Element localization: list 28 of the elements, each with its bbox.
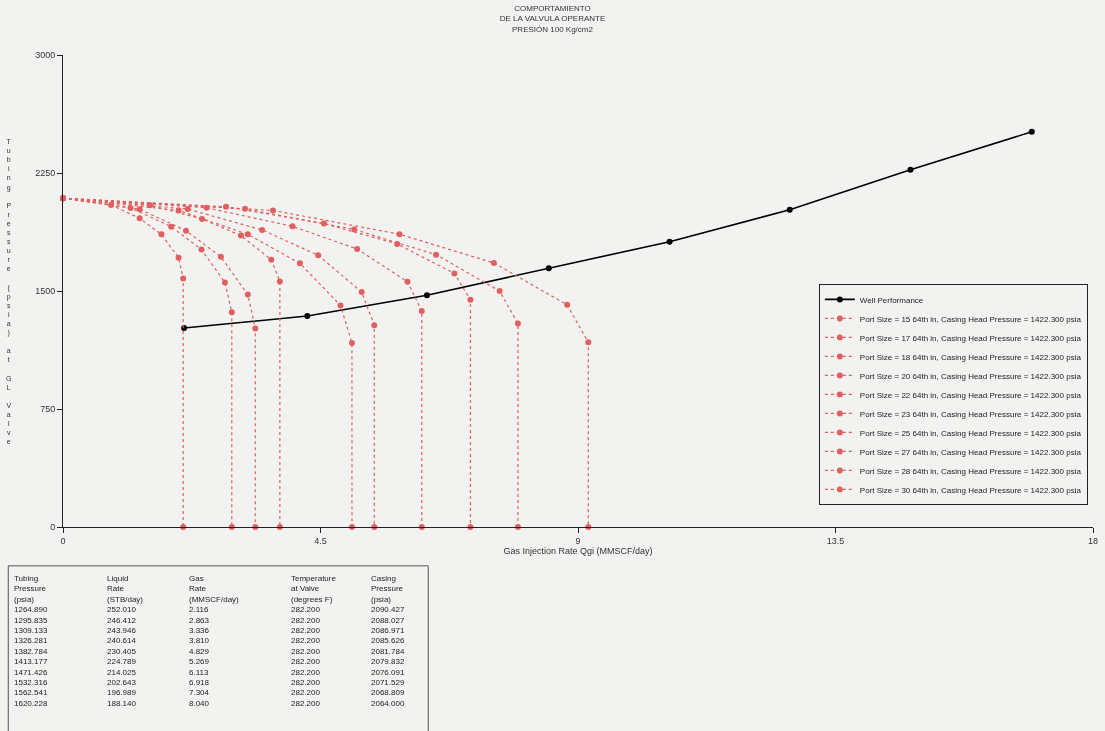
x-tick-label: 18	[1087, 535, 1099, 546]
text: Temperature at Valve (degrees F) 282.200 282.200 282.200 282.200 282.200 282.200 282.200 282.200 282.200 282.200	[291, 574, 336, 708]
legend-label: Well Performance	[859, 295, 924, 305]
x-tick-label: 0	[60, 535, 66, 546]
text: Gas Rate (MMSCF/day) 2.116 2.863 3.336 3.810 4.829 5.269 6.113 6.918 7.304 8.040	[189, 574, 239, 708]
legend-label: Port Size = 15 64th in, Casing Head Pressure = 1422.300 psia	[859, 314, 1082, 324]
legend-label: Port Size = 17 64th in, Casing Head Pressure = 1422.300 psia	[859, 333, 1082, 343]
legend-label: Port Size = 27 64th in, Casing Head Pressure = 1422.300 psia	[859, 447, 1082, 457]
text: Liquid Rate (STB/day) 252.010 246.412 243.946 240.614 230.405 224.789 214.025 202.643 196.989 188.140	[107, 574, 144, 708]
x-tick-label: 9	[575, 535, 581, 546]
y-tick-label: 3000	[35, 50, 56, 61]
x-axis-title: Gas Injection Rate Qgi (MMSCF/day)	[503, 545, 653, 556]
legend-label: Port Size = 30 64th in, Casing Head Pressure = 1422.300 psia	[859, 485, 1082, 495]
y-tick-label: 1500	[35, 286, 56, 297]
x-tick-label: 13.5	[826, 535, 845, 546]
text: Tubing Pressure (psia) 1264.890 1295.835 1309.133 1326.281 1382.784 1413.177 1471.426 1532.316 1562.541 1620.228	[14, 574, 48, 708]
text: Casing Pressure (psia) 2090.427 2088.027 2086.971 2085.626 2081.784 2079.832 2076.091 2071.529 2068.809 2064.000	[371, 574, 405, 708]
legend-label: Port Size = 18 64th in, Casing Head Pressure = 1422.300 psia	[859, 352, 1082, 362]
x-tick-label: 4.5	[314, 535, 327, 546]
legend-label: Port Size = 20 64th in, Casing Head Pressure = 1422.300 psia	[859, 371, 1082, 381]
y-tick-label: 0	[50, 522, 56, 533]
y-tick-label: 2250	[35, 168, 56, 179]
legend-label: Port Size = 23 64th in, Casing Head Pressure = 1422.300 psia	[859, 409, 1082, 419]
legend-label: Port Size = 22 64th in, Casing Head Pressure = 1422.300 psia	[859, 390, 1082, 400]
legend-label: Port Size = 25 64th in, Casing Head Pressure = 1422.300 psia	[859, 428, 1082, 438]
y-tick-label: 750	[40, 404, 56, 415]
legend-label: Port Size = 28 64th in, Casing Head Pressure = 1422.300 psia	[859, 466, 1082, 476]
chart-title: COMPORTAMIENTO DE LA VALVULA OPERANTE PRESIÓN 100 Kg/cm2	[499, 3, 606, 34]
